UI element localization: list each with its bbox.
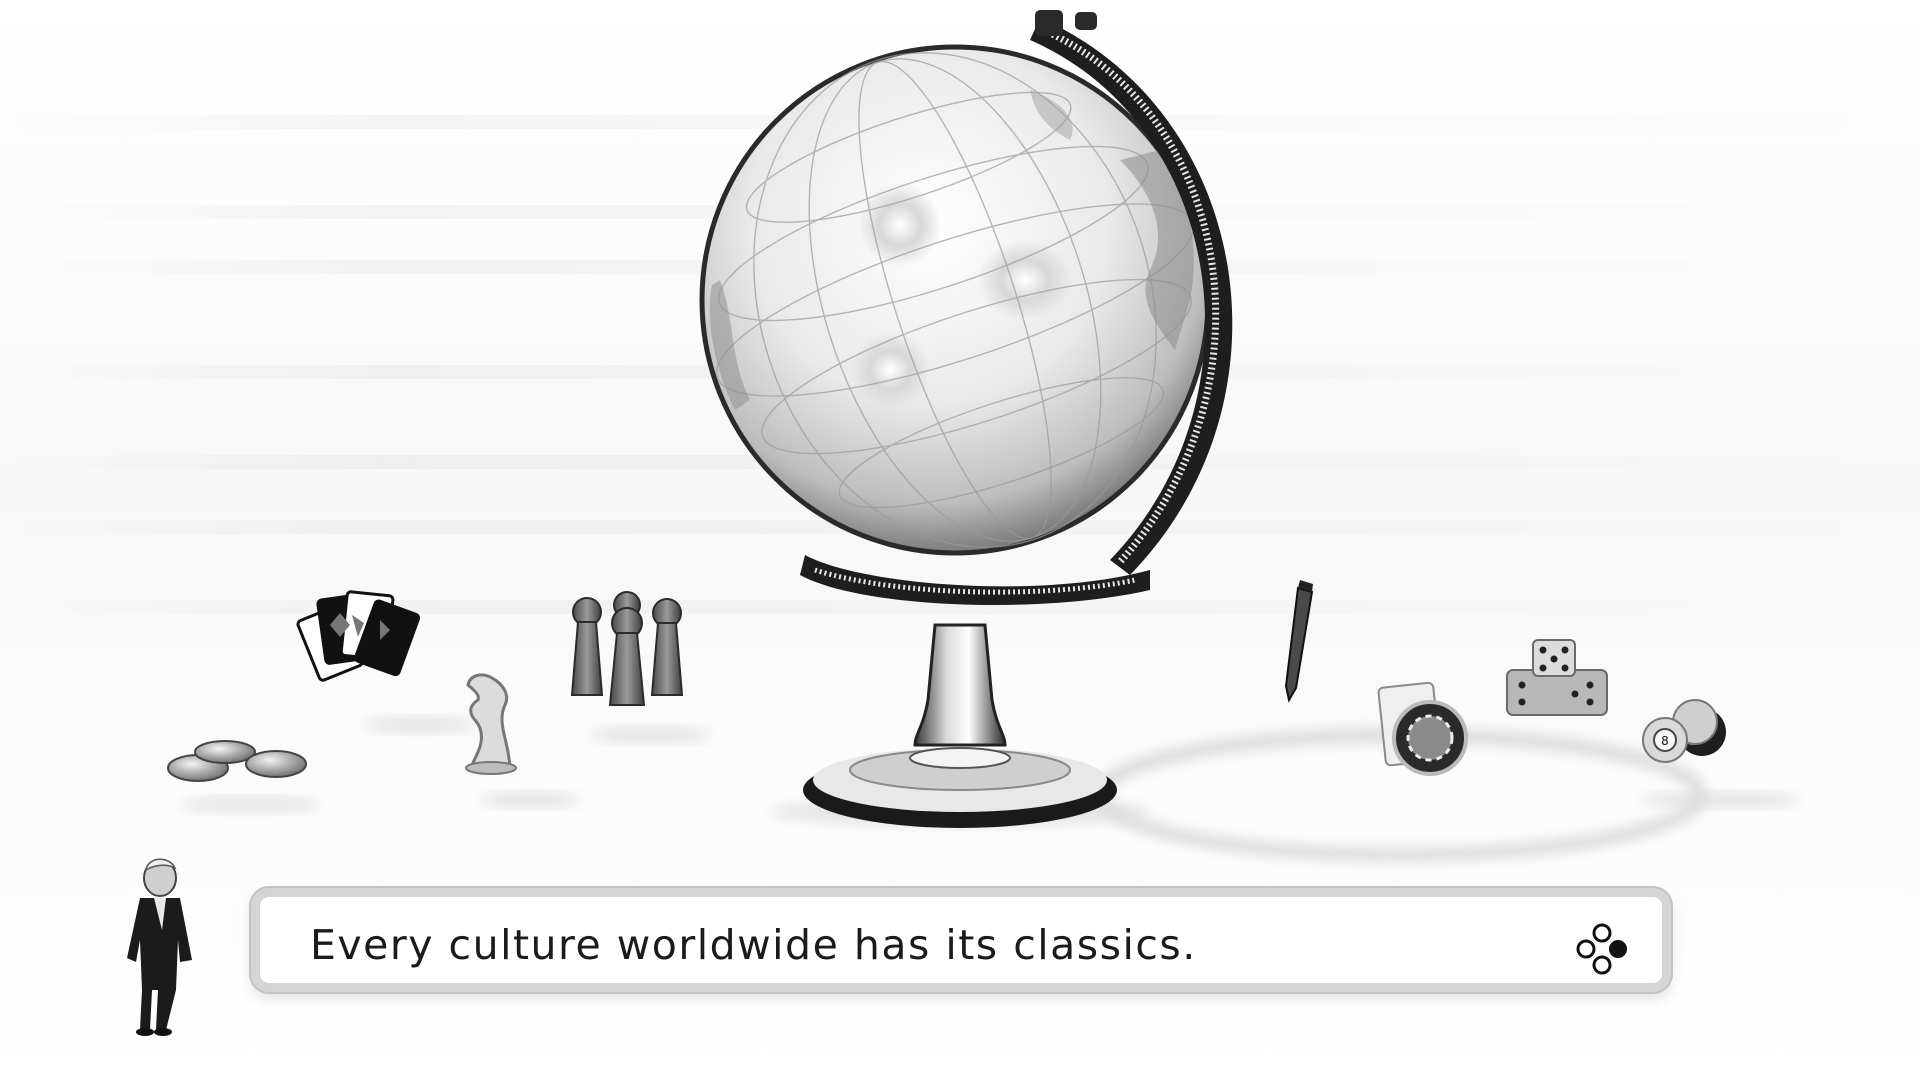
billiard-balls: 8: [1642, 699, 1726, 763]
poker-chip-card: [1377, 681, 1468, 776]
button-cluster-icon: [1576, 923, 1627, 975]
dialog-text: Every culture worldwide has its classics…: [310, 921, 1197, 969]
pencil: [1284, 580, 1314, 703]
mancala-stones: [167, 740, 307, 782]
dialog-box: Every culture worldwide has its classics…: [251, 888, 1671, 992]
pawns: [570, 591, 684, 706]
svg-text:8: 8: [1661, 734, 1669, 748]
dice: [1506, 639, 1608, 716]
host-character: [127, 858, 192, 1036]
dialog-advance-button[interactable]: [1572, 919, 1632, 979]
playing-cards: [296, 590, 421, 682]
globe: [699, 10, 1233, 828]
chess-knight: [465, 673, 517, 775]
